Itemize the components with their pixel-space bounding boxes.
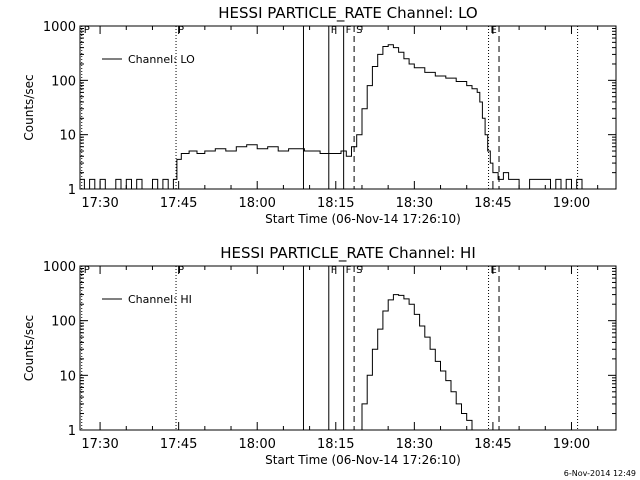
event-marker-label: F bbox=[346, 25, 352, 36]
x-tick-label: 17:45 bbox=[160, 437, 197, 452]
x-tick-label: 18:00 bbox=[238, 437, 275, 452]
x-tick-label: 19:00 bbox=[553, 196, 590, 211]
y-tick-label: 1 bbox=[68, 183, 76, 198]
series-line bbox=[80, 44, 583, 190]
x-tick-label: 18:45 bbox=[474, 196, 511, 211]
event-marker-label: S bbox=[356, 25, 362, 36]
event-marker-label: P bbox=[84, 265, 90, 276]
x-tick-label: 18:30 bbox=[396, 437, 433, 452]
x-tick-label: 19:00 bbox=[553, 437, 590, 452]
panel-hi: HESSI PARTICLE_RATE Channel: HI Counts/se… bbox=[22, 244, 617, 467]
event-marker-label: E bbox=[491, 25, 497, 36]
legend-label: Channel: HI bbox=[128, 293, 192, 306]
y-tick-label: 100 bbox=[51, 74, 76, 89]
y-tick-label: 1000 bbox=[43, 260, 76, 275]
legend-label: Channel: LO bbox=[128, 53, 195, 66]
series-line bbox=[356, 294, 473, 431]
chart-title: HESSI PARTICLE_RATE Channel: HI bbox=[220, 244, 476, 263]
plot-frame bbox=[79, 265, 617, 431]
y-tick-label: 1000 bbox=[43, 20, 76, 35]
y-tick-label: 10 bbox=[59, 129, 76, 144]
x-axis-label: Start Time (06-Nov-14 17:26:10) bbox=[265, 453, 461, 467]
footer-timestamp: 6-Nov-2014 12:49 bbox=[564, 469, 636, 478]
x-tick-label: 18:30 bbox=[396, 196, 433, 211]
event-marker-label: P bbox=[178, 25, 184, 36]
x-tick-label: 18:45 bbox=[474, 437, 511, 452]
x-tick-label: 17:30 bbox=[81, 437, 118, 452]
event-marker-label: F bbox=[346, 265, 352, 276]
x-tick-label: 17:30 bbox=[81, 196, 118, 211]
event-marker-label: E bbox=[491, 265, 497, 276]
y-tick-label: 10 bbox=[59, 369, 76, 384]
event-marker-label: P bbox=[84, 25, 90, 36]
y-tick-label: 100 bbox=[51, 315, 76, 330]
y-axis-label: Counts/sec bbox=[22, 315, 36, 381]
event-marker-label: S bbox=[356, 265, 362, 276]
y-axis-label: Counts/sec bbox=[22, 74, 36, 140]
x-tick-label: 18:00 bbox=[238, 196, 275, 211]
y-tick-label: 1 bbox=[68, 424, 76, 439]
event-marker-label: F bbox=[331, 265, 337, 276]
x-tick-label: 17:45 bbox=[160, 196, 197, 211]
panel-lo: HESSI PARTICLE_RATE Channel: LO Counts/se… bbox=[22, 4, 617, 226]
event-marker-label: P bbox=[178, 265, 184, 276]
chart-title: HESSI PARTICLE_RATE Channel: LO bbox=[218, 4, 477, 23]
plot-frame bbox=[79, 25, 617, 190]
x-tick-label: 18:15 bbox=[317, 437, 354, 452]
event-marker-label: F bbox=[331, 25, 337, 36]
x-tick-label: 18:15 bbox=[317, 196, 354, 211]
x-axis-label: Start Time (06-Nov-14 17:26:10) bbox=[265, 212, 461, 226]
